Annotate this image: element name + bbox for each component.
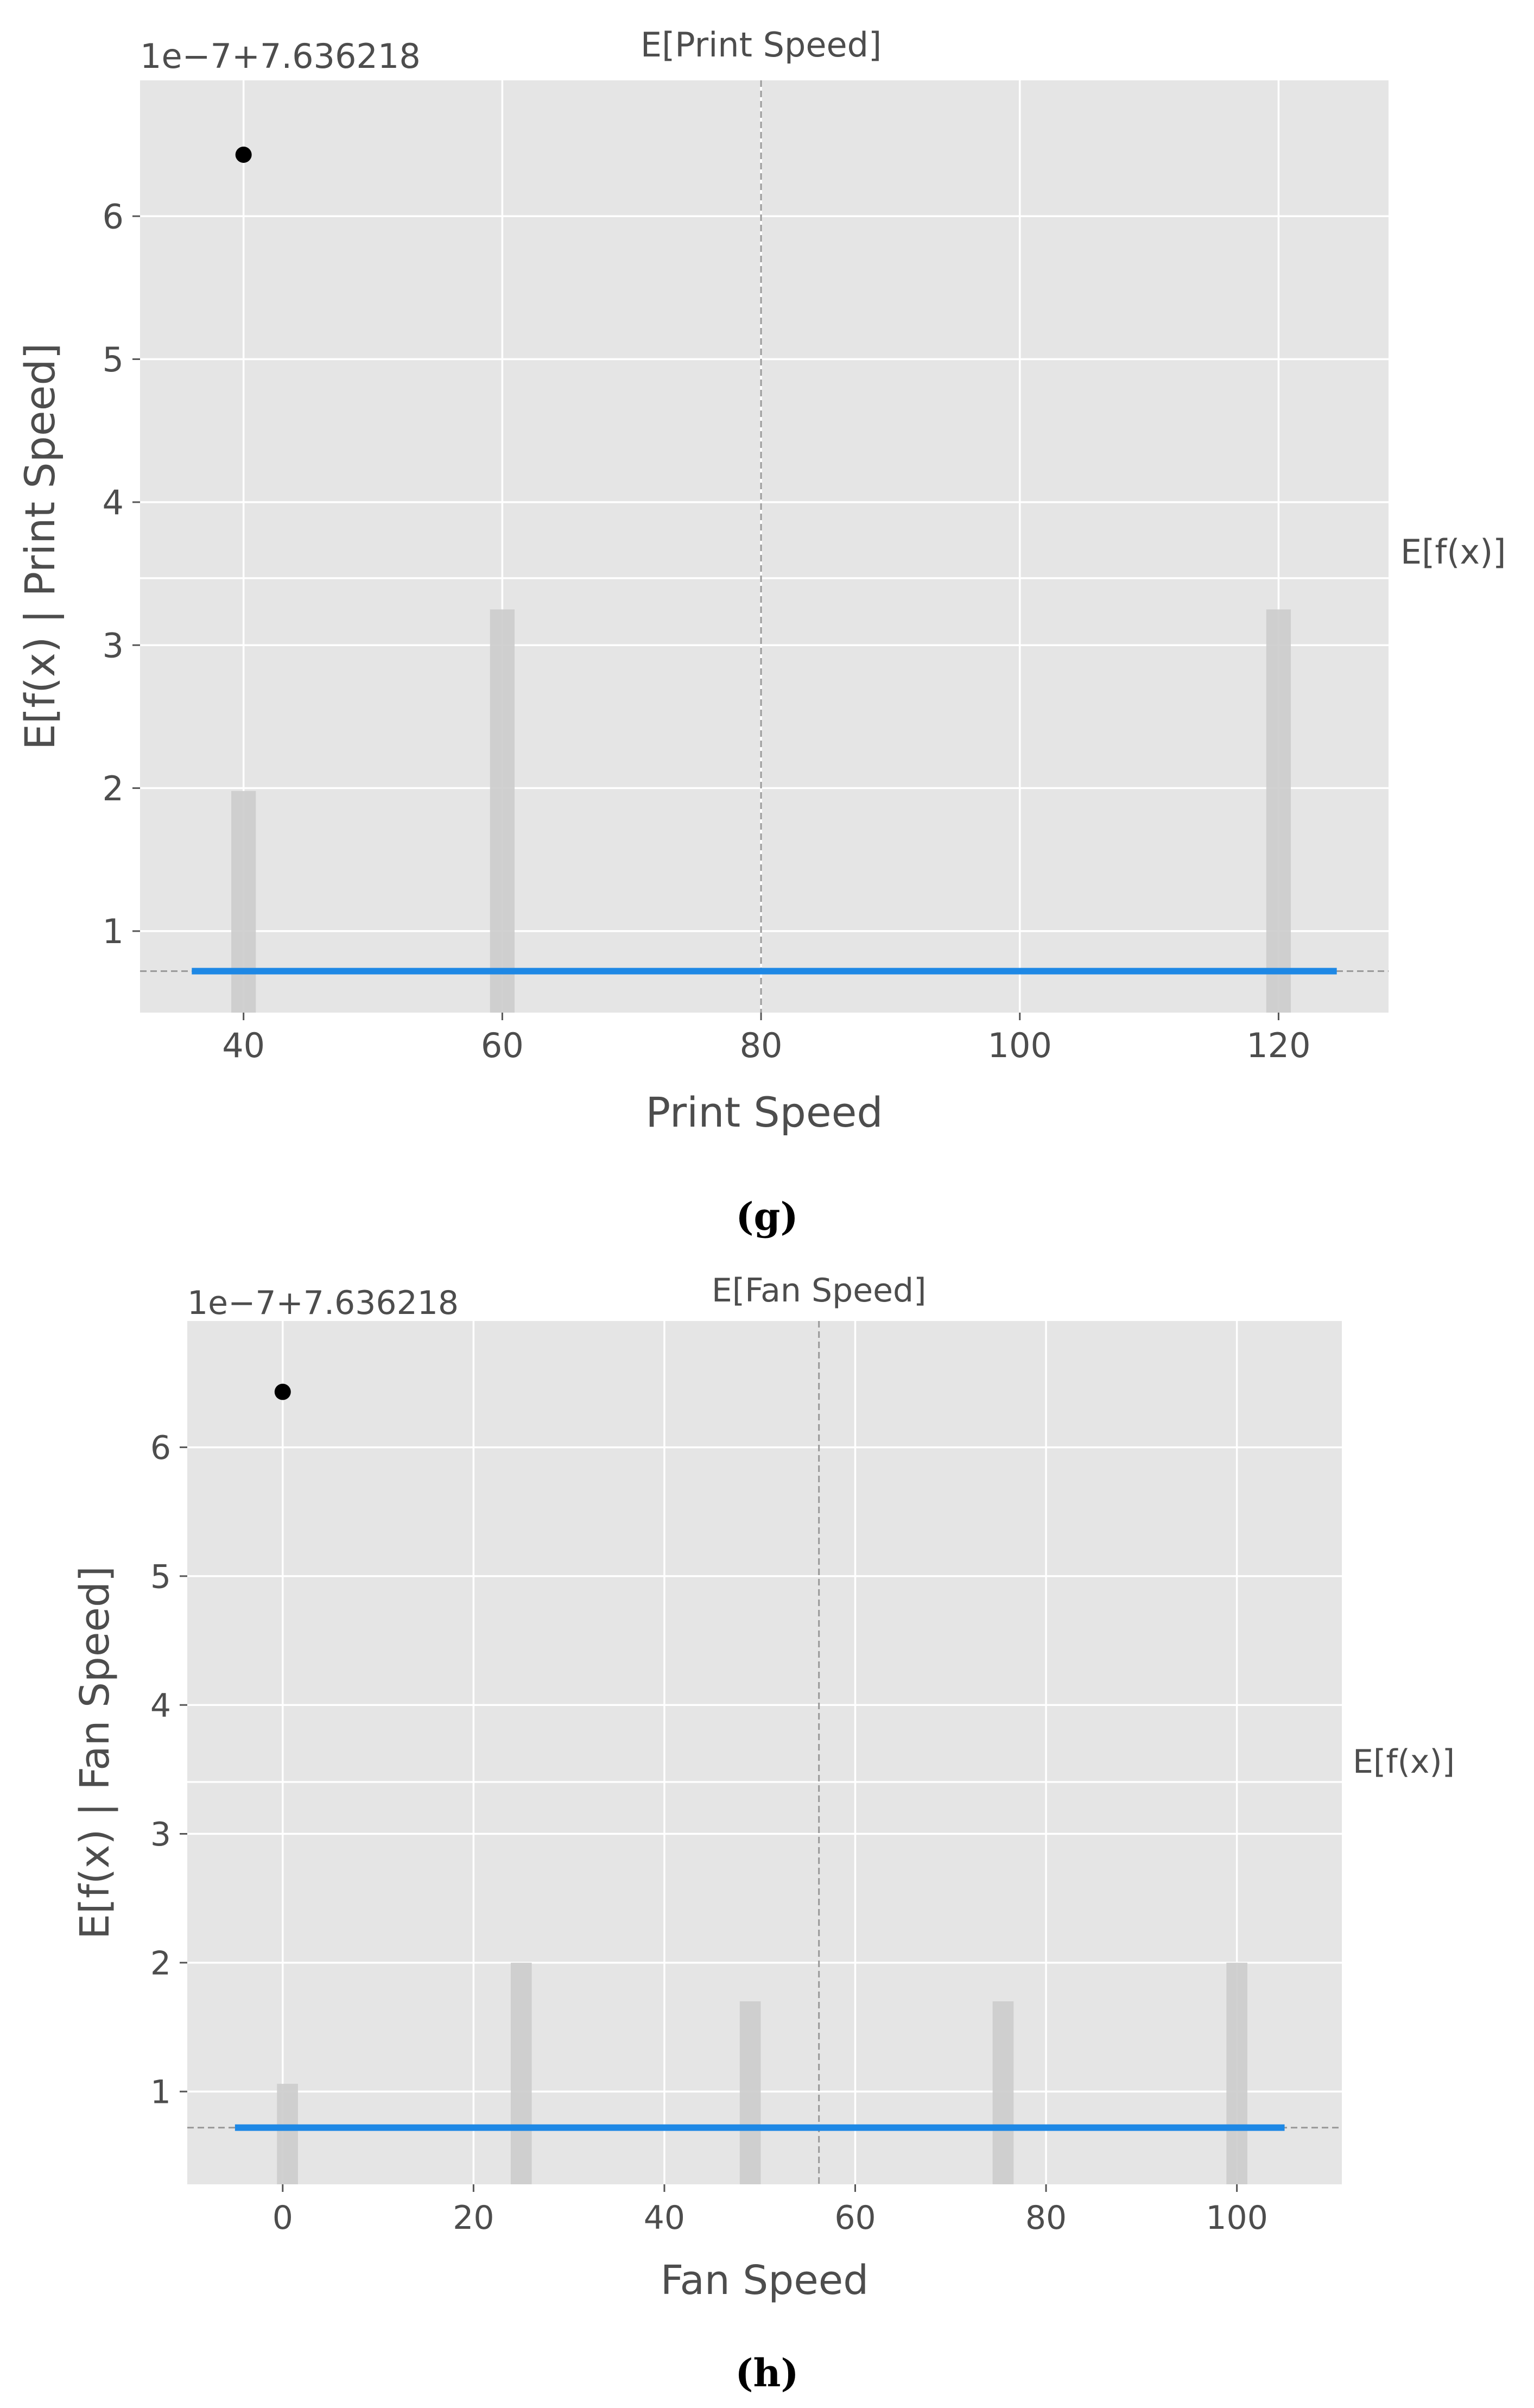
y-tick-label: 1 xyxy=(150,2074,171,2112)
y-tick-label: 4 xyxy=(103,483,124,522)
x-tick-label: 120 xyxy=(1246,1026,1310,1065)
histogram-bar xyxy=(277,2083,298,2184)
histogram-bar xyxy=(490,609,515,1013)
histogram-bar xyxy=(992,2001,1014,2184)
x-tick-label: 80 xyxy=(740,1026,783,1065)
y-tick-label: 3 xyxy=(150,1816,171,1854)
expected-y-label: E[f(x)] xyxy=(1353,1743,1455,1781)
x-tick-label: 20 xyxy=(453,2199,494,2237)
y-tick-label: 5 xyxy=(150,1558,171,1596)
y-axis-label: E[f(x) | Fan Speed] xyxy=(72,1566,118,1939)
y-tick-label: 3 xyxy=(103,626,124,666)
y-tick-label: 4 xyxy=(150,1687,171,1725)
chart-panel-g: 40 60 80 100 120 1 2 3 4 5 6 1e−7+7.636218 E[Print S… xyxy=(16,25,1506,1239)
y-axis-label: E[f(x) | Print Speed] xyxy=(16,343,65,750)
panel-label: (g) xyxy=(736,1194,798,1239)
y-tick-label: 2 xyxy=(150,1944,171,1982)
histogram-bar xyxy=(1226,1962,1247,2184)
x-tick-label: 80 xyxy=(1025,2199,1067,2237)
plot-area xyxy=(140,80,1389,1013)
y-tick-label: 6 xyxy=(103,197,124,236)
chart-panel-h: 0 20 40 60 80 100 1 2 3 4 5 6 1e−7+7.636218 E[Fan Spe… xyxy=(72,1272,1455,2396)
expected-x-label: E[Print Speed] xyxy=(641,25,882,65)
histogram-bar xyxy=(231,791,256,1013)
x-axis-label: Print Speed xyxy=(645,1088,883,1136)
y-tick-label: 2 xyxy=(103,769,124,808)
x-tick-label: 100 xyxy=(988,1026,1052,1065)
y-tick-label: 6 xyxy=(150,1429,171,1467)
histogram-bar xyxy=(739,2001,761,2184)
plot-area xyxy=(187,1321,1342,2184)
axis-offset-label: 1e−7+7.636218 xyxy=(140,36,421,76)
x-tick-label: 40 xyxy=(644,2199,685,2237)
x-tick-label: 60 xyxy=(834,2199,876,2237)
x-axis-label: Fan Speed xyxy=(661,2257,869,2304)
x-tick-label: 100 xyxy=(1206,2199,1268,2237)
expected-x-label: E[Fan Speed] xyxy=(712,1272,927,1310)
histogram-bar xyxy=(1266,609,1291,1013)
axis-offset-label: 1e−7+7.636218 xyxy=(187,1284,459,1322)
y-tick-label: 5 xyxy=(103,340,124,380)
expected-y-label: E[f(x)] xyxy=(1400,532,1506,572)
x-tick-label: 40 xyxy=(222,1026,265,1065)
data-point xyxy=(235,146,252,163)
x-tick-label: 60 xyxy=(481,1026,524,1065)
y-tick-label: 1 xyxy=(103,912,124,951)
histogram-bar xyxy=(510,1962,532,2184)
x-tick-label: 0 xyxy=(272,2199,293,2237)
panel-label: (h) xyxy=(735,2350,798,2396)
data-point xyxy=(274,1383,291,1400)
